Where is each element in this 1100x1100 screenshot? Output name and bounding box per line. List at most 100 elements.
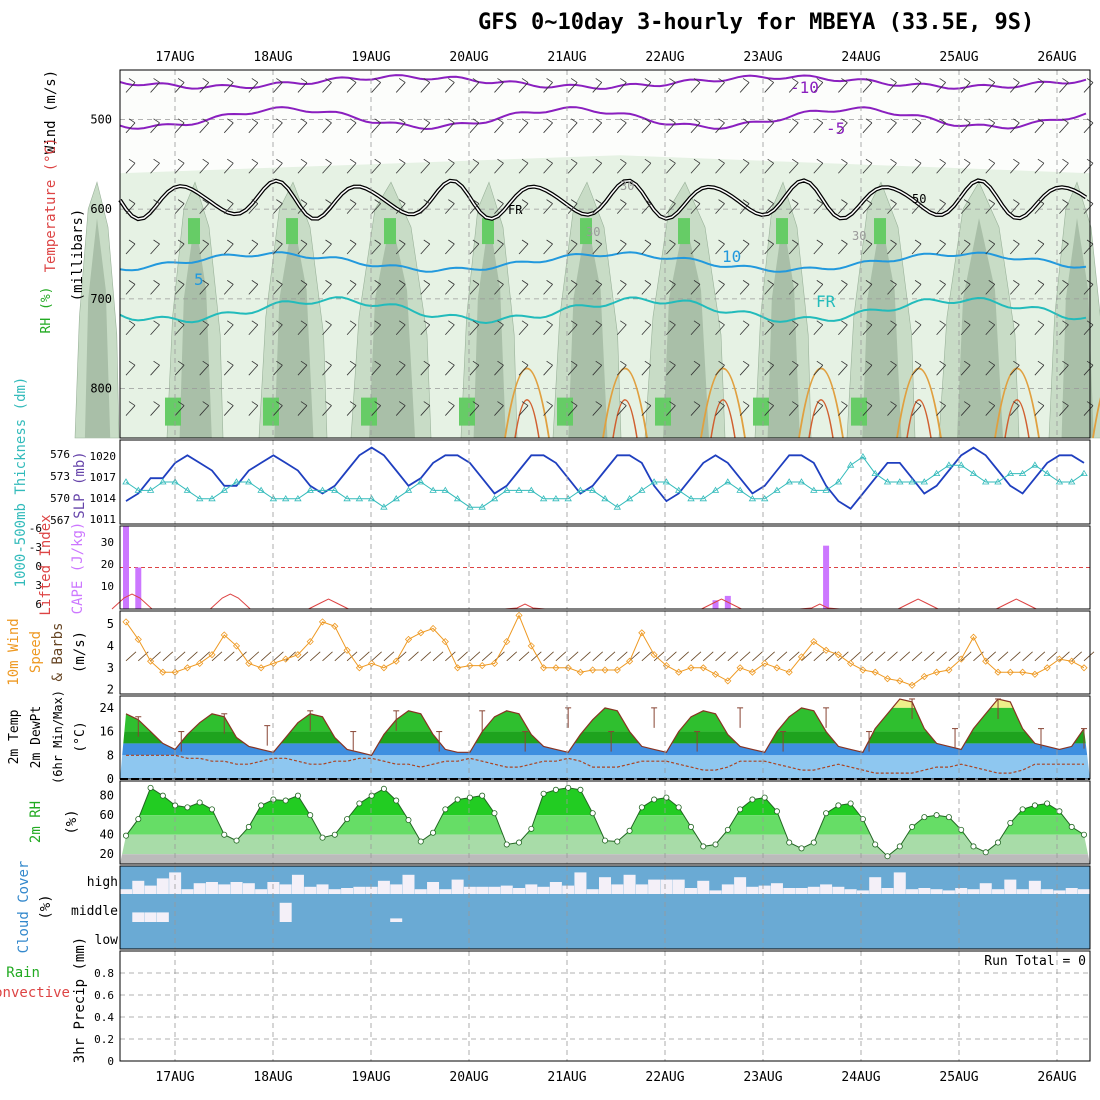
wind-barb-flag <box>521 199 529 204</box>
rh-high-patch <box>776 218 788 245</box>
wind-barb <box>616 364 627 376</box>
date-label-top: 21AUG <box>547 50 586 65</box>
wind-barb-flag <box>644 320 652 326</box>
pressure-tick-label: 800 <box>90 382 112 396</box>
high-cloud-bar <box>783 888 796 894</box>
wind-speed-marker <box>945 666 953 674</box>
wind-speed-marker <box>134 635 142 643</box>
wind-barb <box>1083 284 1094 295</box>
high-cloud-bar <box>402 874 415 894</box>
wind-barb-flag <box>644 199 652 204</box>
wind-barb-flag <box>276 78 283 83</box>
thickness-marker <box>392 495 400 502</box>
wind-barb-flag <box>300 239 308 245</box>
wind-speed-marker <box>196 659 204 667</box>
rh-marker <box>1044 800 1051 807</box>
wind-barb <box>469 82 480 93</box>
wind-barb <box>764 324 774 336</box>
rh-band <box>120 854 1090 864</box>
wind-barb-flag <box>202 118 209 124</box>
wind-barb-flag <box>227 158 234 164</box>
wind-barb <box>936 364 946 376</box>
wind-barb-flag <box>177 360 185 366</box>
wind-barb-flag <box>374 118 381 124</box>
rh-marker <box>1056 808 1063 815</box>
wind-panel <box>122 611 1095 689</box>
warm-contour <box>896 367 942 439</box>
wind-barb <box>838 82 848 93</box>
slp-tick-label: 1011 <box>90 513 117 526</box>
temp-units-axis-title: (°C) <box>73 721 88 752</box>
wind-barb-flag <box>693 280 701 285</box>
wind-barb-flag <box>988 158 995 164</box>
wind-barb-flag <box>988 118 995 124</box>
precip-tick-label: 0.8 <box>94 967 114 980</box>
wind-barb-flag <box>546 360 553 366</box>
thickness-marker <box>797 478 806 485</box>
wind-barb <box>174 405 185 416</box>
wind-barb-flag <box>963 158 971 164</box>
wind-barb-flag <box>570 401 578 406</box>
wind-barb <box>788 324 799 336</box>
rh-marker <box>737 806 744 813</box>
warm-contour <box>1092 397 1100 439</box>
wind-barb-flag <box>128 401 136 406</box>
wind-barb-flag <box>423 78 430 83</box>
wind-barb <box>617 651 628 662</box>
wind-barb <box>518 284 529 295</box>
wind-barb <box>125 122 136 134</box>
wind-barb-flag <box>693 158 701 164</box>
panel-frame <box>119 610 1091 695</box>
wind-barb-flag <box>914 158 922 164</box>
wind-barb <box>887 324 897 336</box>
wind-barb <box>739 405 750 416</box>
high-cloud-bar <box>648 879 661 894</box>
wind-barb-flag <box>202 401 209 406</box>
wind-barb <box>813 651 825 662</box>
thickness-marker <box>245 478 253 485</box>
wind-barb <box>199 651 210 662</box>
wind-barb-flag <box>742 360 750 366</box>
wind-barb <box>616 324 627 336</box>
thickness-marker <box>822 486 830 493</box>
wind-barb <box>567 324 578 336</box>
middle-cloud-bar <box>279 902 292 922</box>
rh-marker <box>872 841 879 848</box>
li-tick-label: 0 <box>35 560 42 573</box>
high-cloud-bar <box>721 884 734 894</box>
wind-speed-marker <box>232 642 241 650</box>
rh-marker <box>356 800 363 807</box>
wind-barb-flag <box>816 78 824 83</box>
wind-barb-flag <box>497 401 504 406</box>
rh-marker <box>417 838 424 845</box>
middle-cloud-bar <box>390 918 403 922</box>
wind-barb-flag <box>349 118 357 124</box>
wind-barb-flag <box>448 158 455 164</box>
wind-barb <box>199 284 209 295</box>
wind-barb <box>764 122 774 134</box>
thickness-marker <box>183 486 192 493</box>
wind-barb <box>1010 284 1020 295</box>
wind-barb-flag <box>1013 401 1020 406</box>
wind-barb <box>162 651 174 662</box>
wind-barb <box>1010 651 1021 662</box>
high-cloud-bar <box>770 883 783 894</box>
warm-contour <box>1004 399 1030 439</box>
wind-barb <box>838 651 849 662</box>
wind-speed-marker <box>871 668 879 676</box>
slp-tick-label: 1020 <box>90 450 117 463</box>
wind-barb <box>445 405 455 416</box>
thickness-marker <box>601 495 609 502</box>
wind-barb-flag <box>423 158 430 164</box>
wind-barb-flag <box>398 199 406 204</box>
wind-barb <box>1010 162 1020 174</box>
wind-speed-marker <box>896 677 904 685</box>
precip-tick-label: 0 <box>107 1055 114 1068</box>
wind-barb-flag <box>644 118 652 124</box>
wind-barb-flag <box>128 320 136 326</box>
wind-barb <box>543 122 553 134</box>
wind-barb <box>788 405 799 416</box>
high-cloud-bar <box>893 872 906 894</box>
wind-barb-flag <box>497 199 504 204</box>
high-cloud-bar <box>353 886 366 894</box>
